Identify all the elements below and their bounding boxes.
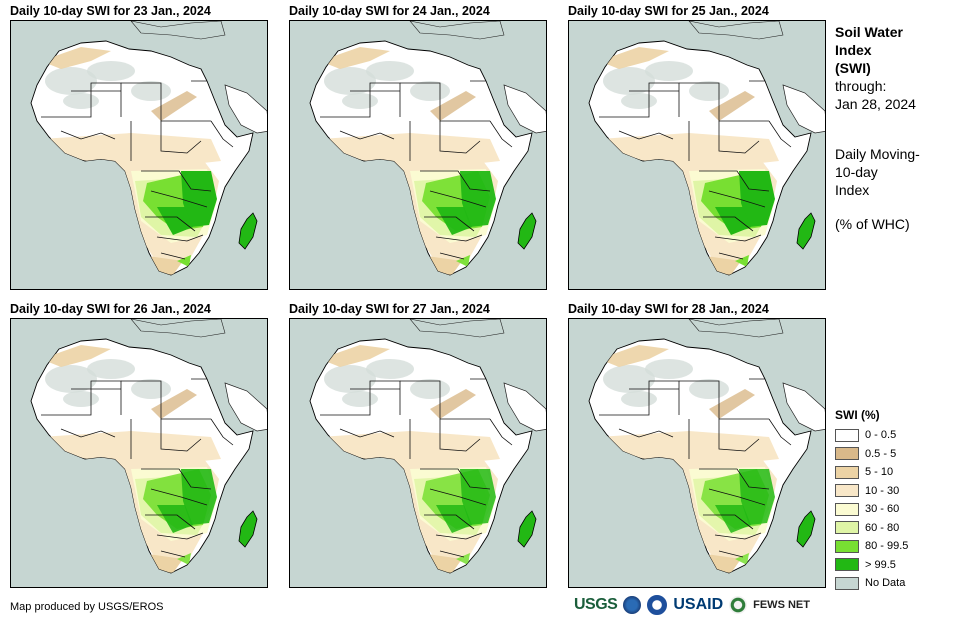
desc-line3: Index xyxy=(835,182,870,198)
europe-land xyxy=(409,21,505,40)
legend-swatch xyxy=(835,428,859,442)
usgs-logo: USGS xyxy=(574,596,618,613)
fews-logo-icon xyxy=(729,596,748,614)
legend-swatch xyxy=(835,484,859,498)
europe-land xyxy=(130,319,226,338)
panel-title-2: Daily 10-day SWI for 24 Jan., 2024 xyxy=(289,4,490,18)
index-title-line2: Index xyxy=(835,42,872,58)
madagascar xyxy=(796,212,816,250)
credit-text: Map produced by USGS/EROS xyxy=(10,601,164,613)
legend-swatch xyxy=(835,539,859,553)
usaid-seal-icon xyxy=(647,595,668,615)
map-panel-5 xyxy=(289,318,547,588)
legend-item: 5 - 10 xyxy=(835,463,908,482)
legend-label: No Data xyxy=(865,577,906,590)
legend-item: 80 - 99.5 xyxy=(835,537,908,556)
map-panel-6 xyxy=(568,318,826,588)
panel-title-6: Daily 10-day SWI for 28 Jan., 2024 xyxy=(568,302,769,316)
map-panel-4 xyxy=(10,318,268,588)
europe-land xyxy=(688,21,784,40)
legend-swatch xyxy=(835,558,859,572)
europe-land xyxy=(688,319,784,338)
legend-item: 60 - 80 xyxy=(835,519,908,538)
legend-label: 5 - 10 xyxy=(865,466,894,479)
map-panel-1 xyxy=(10,20,268,290)
madagascar xyxy=(238,212,258,250)
legend-label: 30 - 60 xyxy=(865,503,900,516)
legend-swatch xyxy=(835,502,859,516)
desc-line2: 10-day xyxy=(835,164,878,180)
legend-item: 10 - 30 xyxy=(835,482,908,501)
units-label: (% of WHC) xyxy=(835,216,910,232)
arabia-land xyxy=(782,382,825,432)
europe-land xyxy=(130,21,226,40)
legend-swatch xyxy=(835,576,859,590)
legend-item: > 99.5 xyxy=(835,556,908,575)
legend-item: 30 - 60 xyxy=(835,500,908,519)
legend-item: 0 - 0.5 xyxy=(835,426,908,445)
panel-title-4: Daily 10-day SWI for 26 Jan., 2024 xyxy=(10,302,211,316)
noaa-logo-icon xyxy=(623,596,642,614)
legend-label: 10 - 30 xyxy=(865,484,900,497)
arabia-land xyxy=(224,382,267,432)
through-date: Jan 28, 2024 xyxy=(835,96,916,112)
madagascar xyxy=(517,510,537,548)
arabia-land xyxy=(503,382,546,432)
through-label: through: xyxy=(835,78,887,94)
arabia-land xyxy=(503,84,546,134)
legend-swatch xyxy=(835,447,859,461)
arabia-land xyxy=(224,84,267,134)
legend-label: 0.5 - 5 xyxy=(865,447,897,460)
map-panel-2 xyxy=(289,20,547,290)
madagascar xyxy=(238,510,258,548)
legend-item: No Data xyxy=(835,574,908,593)
panel-title-3: Daily 10-day SWI for 25 Jan., 2024 xyxy=(568,4,769,18)
legend-label: 60 - 80 xyxy=(865,521,900,534)
desc-line1: Daily Moving- xyxy=(835,146,920,162)
legend-title: SWI (%) xyxy=(835,408,880,422)
panel-title-1: Daily 10-day SWI for 23 Jan., 2024 xyxy=(10,4,211,18)
europe-land xyxy=(409,319,505,338)
usaid-logo: USAID xyxy=(673,596,724,613)
index-title-line1: Soil Water xyxy=(835,24,903,40)
legend-label: 80 - 99.5 xyxy=(865,540,909,553)
legend-label: 0 - 0.5 xyxy=(865,429,897,442)
madagascar xyxy=(796,510,816,548)
legend-swatch xyxy=(835,465,859,479)
index-title-line3: (SWI) xyxy=(835,60,871,76)
legend: SWI (%) 0 - 0.5 0.5 - 5 5 - 10 10 - 30 30 - … xyxy=(835,408,908,593)
logo-strip: USGS USAID FEWS NET xyxy=(574,595,810,615)
fews-logo: FEWS NET xyxy=(753,599,810,611)
map-panel-3 xyxy=(568,20,826,290)
legend-item: 0.5 - 5 xyxy=(835,445,908,464)
madagascar xyxy=(517,212,537,250)
index-description: Soil Water Index (SWI) through: Jan 28, … xyxy=(835,23,965,233)
legend-swatch xyxy=(835,521,859,535)
legend-label: > 99.5 xyxy=(865,558,896,571)
panel-title-5: Daily 10-day SWI for 27 Jan., 2024 xyxy=(289,302,490,316)
arabia-land xyxy=(782,84,825,134)
